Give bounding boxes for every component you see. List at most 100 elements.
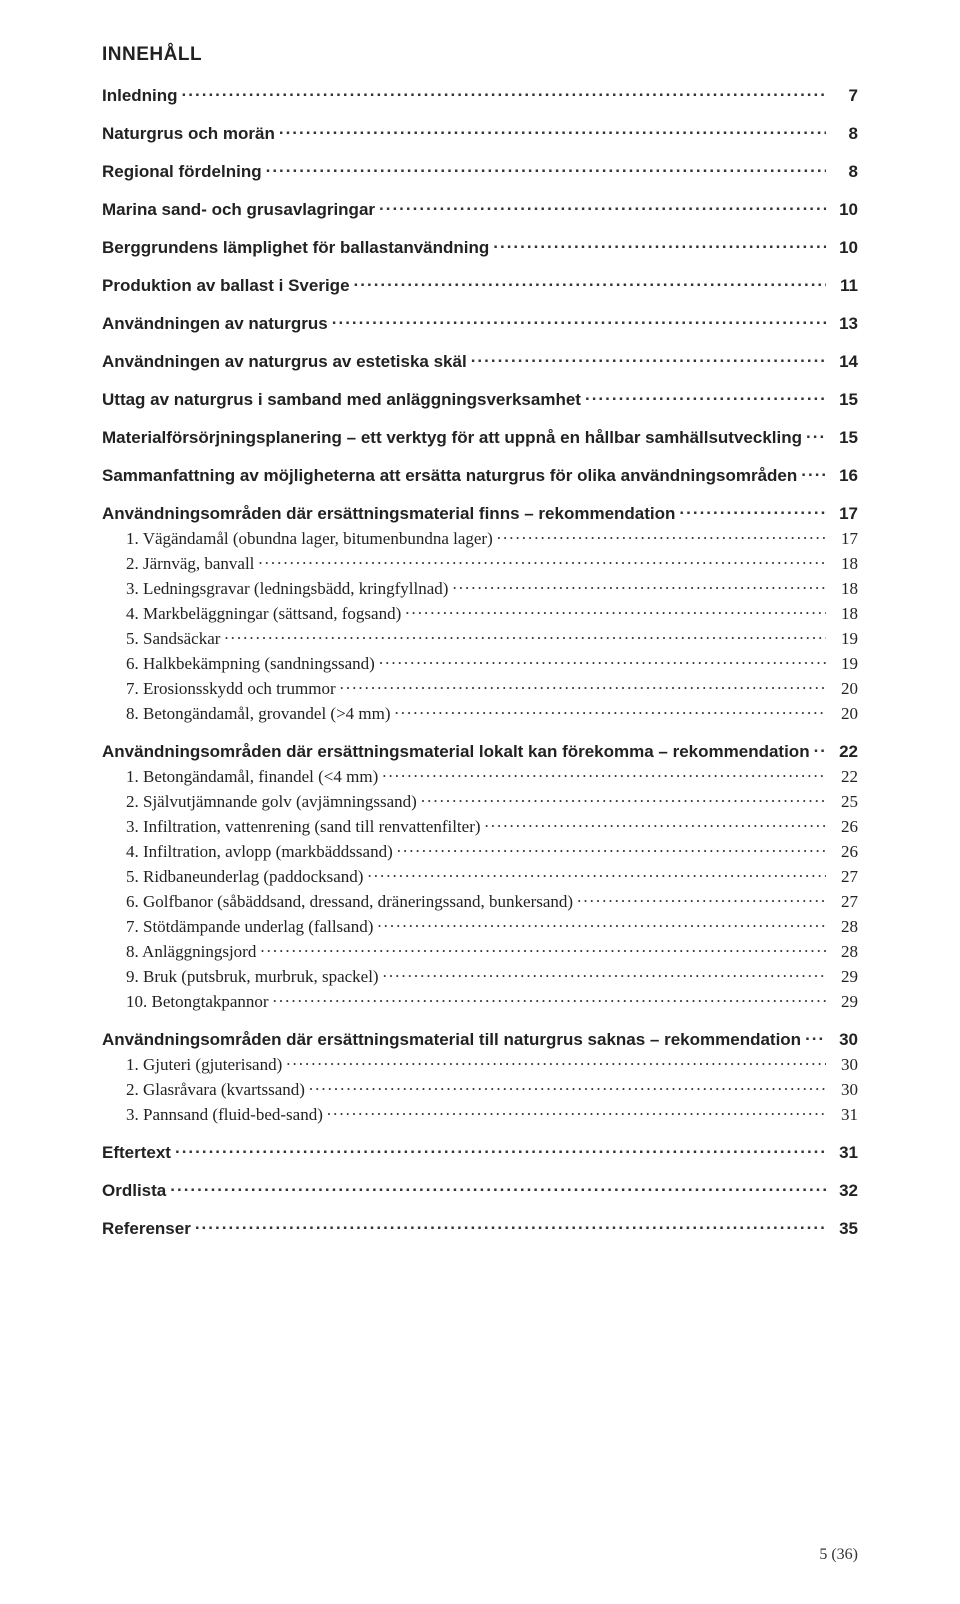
- toc-page-number: 18: [830, 554, 858, 574]
- toc-label: 3. Ledningsgravar (ledningsbädd, kringfy…: [126, 579, 448, 599]
- toc-page-number: 30: [830, 1030, 858, 1050]
- toc-page-number: 30: [830, 1055, 858, 1075]
- toc-label: 2. Järnväg, banvall: [126, 554, 254, 574]
- toc-page-number: 14: [830, 352, 858, 372]
- toc-label: 5. Ridbaneunderlag (paddocksand): [126, 867, 363, 887]
- toc-item-h1: Inledning 7: [102, 84, 858, 106]
- toc-leader: [421, 790, 826, 807]
- toc-leader: [485, 815, 826, 832]
- toc-leader: [679, 502, 826, 519]
- toc-page-number: 7: [830, 86, 858, 106]
- toc-leader: [382, 765, 826, 782]
- toc-leader: [471, 350, 826, 367]
- toc-item-sub: 1. Vägändamål (obundna lager, bitumenbun…: [102, 527, 858, 549]
- toc-leader: [493, 236, 826, 253]
- toc-label: Användningsområden där ersättningsmateri…: [102, 1030, 801, 1050]
- toc-label: Inledning: [102, 86, 178, 106]
- toc-list: Inledning 7 Naturgrus och morän 8 Regional f…: [102, 84, 858, 1239]
- toc-page-number: 8: [830, 124, 858, 144]
- toc-leader: [397, 840, 826, 857]
- toc-leader: [273, 990, 826, 1007]
- toc-item-sub: 5. Sandsäckar19: [102, 627, 858, 649]
- toc-item-h1: Regional fördelning8: [102, 160, 858, 182]
- toc-item-h1: Berggrundens lämplighet för ballastanvän…: [102, 236, 858, 258]
- toc-label: 7. Erosionsskydd och trummor: [126, 679, 336, 699]
- toc-page-number: 26: [830, 842, 858, 862]
- toc-label: Marina sand- och grusavlagringar: [102, 200, 375, 220]
- page: INNEHÅLL Inledning7Naturgrus och morän8R…: [0, 0, 960, 1604]
- toc-label: Användningen av naturgrus av estetiska s…: [102, 352, 467, 372]
- toc-leader: [585, 388, 826, 405]
- toc-item-sub: 7. Erosionsskydd och trummor20: [102, 677, 858, 699]
- toc-page-number: 26: [830, 817, 858, 837]
- toc-page-number: 10: [830, 200, 858, 220]
- toc-item-sub: 4. Infiltration, avlopp (markbäddssand) 2…: [102, 840, 858, 862]
- toc-page-number: 22: [830, 767, 858, 787]
- toc-leader: [452, 577, 826, 594]
- toc-item-sub: 3. Ledningsgravar (ledningsbädd, kringfy…: [102, 577, 858, 599]
- toc-item-sub: 9. Bruk (putsbruk, murbruk, spackel)29: [102, 965, 858, 987]
- toc-label: 2. Glasråvara (kvartssand): [126, 1080, 305, 1100]
- toc-page-number: 20: [830, 704, 858, 724]
- toc-leader: [195, 1217, 826, 1234]
- toc-label: Användningsområden där ersättningsmateri…: [102, 742, 810, 762]
- toc-page-number: 31: [830, 1143, 858, 1163]
- toc-label: 5. Sandsäckar: [126, 629, 220, 649]
- toc-leader: [383, 965, 826, 982]
- toc-item-sub: 10. Betongtakpannor29: [102, 990, 858, 1012]
- toc-label: 7. Stötdämpande underlag (fallsand): [126, 917, 373, 937]
- toc-page-number: 35: [830, 1219, 858, 1239]
- toc-item-sub: 4. Markbeläggningar (sättsand, fogsand) 1…: [102, 602, 858, 624]
- toc-item-sub: 3. Pannsand (fluid-bed-sand)31: [102, 1103, 858, 1125]
- toc-leader: [266, 160, 826, 177]
- toc-page-number: 27: [830, 892, 858, 912]
- toc-item-sub: 1. Betongändamål, finandel (<4 mm)22: [102, 765, 858, 787]
- toc-label: 6. Halkbekämpning (sandningssand): [126, 654, 375, 674]
- toc-leader: [332, 312, 826, 329]
- toc-leader: [260, 940, 826, 957]
- toc-item-h1: Uttag av naturgrus i samband med anläggn…: [102, 388, 858, 410]
- toc-leader: [354, 274, 826, 291]
- toc-label: 8. Betongändamål, grovandel (>4 mm): [126, 704, 391, 724]
- toc-label: Ordlista: [102, 1181, 166, 1201]
- toc-item-h1: Användningsområden där ersättningsmateri…: [102, 1028, 858, 1050]
- toc-page-number: 25: [830, 792, 858, 812]
- toc-leader: [309, 1078, 826, 1095]
- toc-leader: [340, 677, 826, 694]
- toc-page-number: 18: [830, 604, 858, 624]
- toc-item-h1: Referenser35: [102, 1217, 858, 1239]
- toc-item-h1: Produktion av ballast i Sverige 11: [102, 274, 858, 296]
- toc-leader: [175, 1141, 826, 1158]
- toc-leader: [286, 1053, 826, 1070]
- toc-page-number: 11: [830, 276, 858, 296]
- toc-item-sub: 2. Järnväg, banvall 18: [102, 552, 858, 574]
- toc-leader: [497, 527, 826, 544]
- toc-label: 2. Självutjämnande golv (avjämningssand): [126, 792, 417, 812]
- toc-page-number: 13: [830, 314, 858, 334]
- toc-leader: [806, 426, 826, 443]
- toc-label: 1. Gjuteri (gjuterisand): [126, 1055, 282, 1075]
- toc-page-number: 28: [830, 942, 858, 962]
- toc-page-number: 10: [830, 238, 858, 258]
- toc-page-number: 30: [830, 1080, 858, 1100]
- toc-page-number: 31: [830, 1105, 858, 1125]
- toc-label: 8. Anläggningsjord: [126, 942, 256, 962]
- toc-label: Produktion av ballast i Sverige: [102, 276, 350, 296]
- page-footer: 5 (36): [819, 1546, 858, 1564]
- toc-label: 4. Infiltration, avlopp (markbäddssand): [126, 842, 393, 862]
- toc-label: Sammanfattning av möjligheterna att ersä…: [102, 466, 797, 486]
- toc-page-number: 29: [830, 992, 858, 1012]
- toc-item-sub: 1. Gjuteri (gjuterisand) 30: [102, 1053, 858, 1075]
- toc-label: 3. Infiltration, vattenrening (sand till…: [126, 817, 481, 837]
- toc-leader: [805, 1028, 826, 1045]
- toc-page-number: 15: [830, 428, 858, 448]
- toc-item-h1: Naturgrus och morän 8: [102, 122, 858, 144]
- toc-page-number: 18: [830, 579, 858, 599]
- toc-label: Naturgrus och morän: [102, 124, 275, 144]
- toc-label: 4. Markbeläggningar (sättsand, fogsand): [126, 604, 401, 624]
- toc-item-sub: 3. Infiltration, vattenrening (sand till…: [102, 815, 858, 837]
- toc-label: Eftertext: [102, 1143, 171, 1163]
- toc-leader: [224, 627, 826, 644]
- toc-page-number: 28: [830, 917, 858, 937]
- toc-item-h1: Användningen av naturgrus av estetiska s…: [102, 350, 858, 372]
